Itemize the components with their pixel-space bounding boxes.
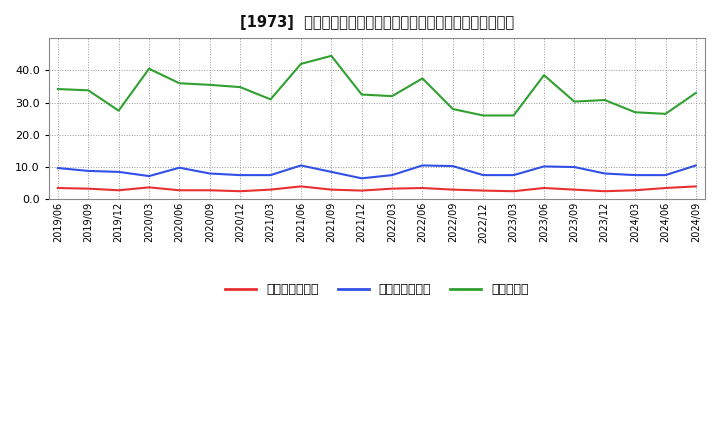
在庫回転率: [509, 113, 518, 118]
売上債権回転率: [540, 185, 549, 191]
買入債務回転率: [540, 164, 549, 169]
買入債務回転率: [479, 172, 487, 178]
売上債権回転率: [692, 184, 701, 189]
売上債権回転率: [631, 187, 639, 193]
Line: 在庫回転率: 在庫回転率: [58, 56, 696, 115]
売上債権回転率: [449, 187, 457, 192]
在庫回転率: [53, 86, 62, 92]
買入債務回転率: [388, 172, 397, 178]
売上債権回転率: [600, 189, 609, 194]
在庫回転率: [388, 93, 397, 99]
売上債権回転率: [357, 188, 366, 193]
在庫回転率: [661, 111, 670, 117]
売上債権回転率: [661, 185, 670, 191]
買入債務回転率: [145, 173, 153, 179]
売上債権回転率: [205, 187, 214, 193]
売上債権回転率: [53, 185, 62, 191]
売上債権回転率: [84, 186, 93, 191]
売上債権回転率: [114, 187, 123, 193]
Line: 買入債務回転率: 買入債務回転率: [58, 165, 696, 178]
買入債務回転率: [84, 168, 93, 173]
売上債権回転率: [418, 185, 427, 191]
買入債務回転率: [327, 169, 336, 175]
在庫回転率: [449, 106, 457, 112]
在庫回転率: [357, 92, 366, 97]
在庫回転率: [631, 110, 639, 115]
Title: [1973]  売上債権回転率、買入債務回転率、在庫回転率の推移: [1973] 売上債権回転率、買入債務回転率、在庫回転率の推移: [240, 15, 514, 30]
買入債務回転率: [661, 172, 670, 178]
在庫回転率: [84, 88, 93, 93]
在庫回転率: [205, 82, 214, 88]
買入債務回転率: [236, 172, 245, 178]
売上債権回転率: [388, 186, 397, 191]
買入債務回転率: [418, 163, 427, 168]
売上債権回転率: [570, 187, 579, 192]
売上債権回転率: [509, 189, 518, 194]
買入債務回転率: [570, 165, 579, 170]
売上債権回転率: [297, 184, 305, 189]
在庫回転率: [236, 84, 245, 90]
売上債権回転率: [145, 185, 153, 190]
買入債務回転率: [449, 163, 457, 169]
在庫回転率: [327, 53, 336, 59]
売上債権回転率: [479, 188, 487, 193]
Line: 売上債権回転率: 売上債権回転率: [58, 187, 696, 191]
売上債権回転率: [266, 187, 275, 192]
在庫回転率: [418, 76, 427, 81]
在庫回転率: [479, 113, 487, 118]
買入債務回転率: [692, 163, 701, 168]
買入債務回転率: [205, 171, 214, 176]
在庫回転率: [114, 108, 123, 113]
買入債務回転率: [357, 176, 366, 181]
売上債権回転率: [236, 189, 245, 194]
在庫回転率: [175, 81, 184, 86]
買入債務回転率: [175, 165, 184, 170]
在庫回転率: [145, 66, 153, 71]
買入債務回転率: [509, 172, 518, 178]
在庫回転率: [540, 73, 549, 78]
売上債権回転率: [175, 187, 184, 193]
在庫回転率: [297, 61, 305, 66]
在庫回転率: [570, 99, 579, 104]
売上債権回転率: [327, 187, 336, 192]
買入債務回転率: [53, 165, 62, 171]
買入債務回転率: [631, 172, 639, 178]
買入債務回転率: [600, 171, 609, 176]
Legend: 売上債権回転率, 買入債務回転率, 在庫回転率: 売上債権回転率, 買入債務回転率, 在庫回転率: [220, 278, 534, 301]
買入債務回転率: [266, 172, 275, 178]
買入債務回転率: [114, 169, 123, 175]
買入債務回転率: [297, 163, 305, 168]
在庫回転率: [600, 97, 609, 103]
在庫回転率: [266, 97, 275, 102]
在庫回転率: [692, 90, 701, 95]
